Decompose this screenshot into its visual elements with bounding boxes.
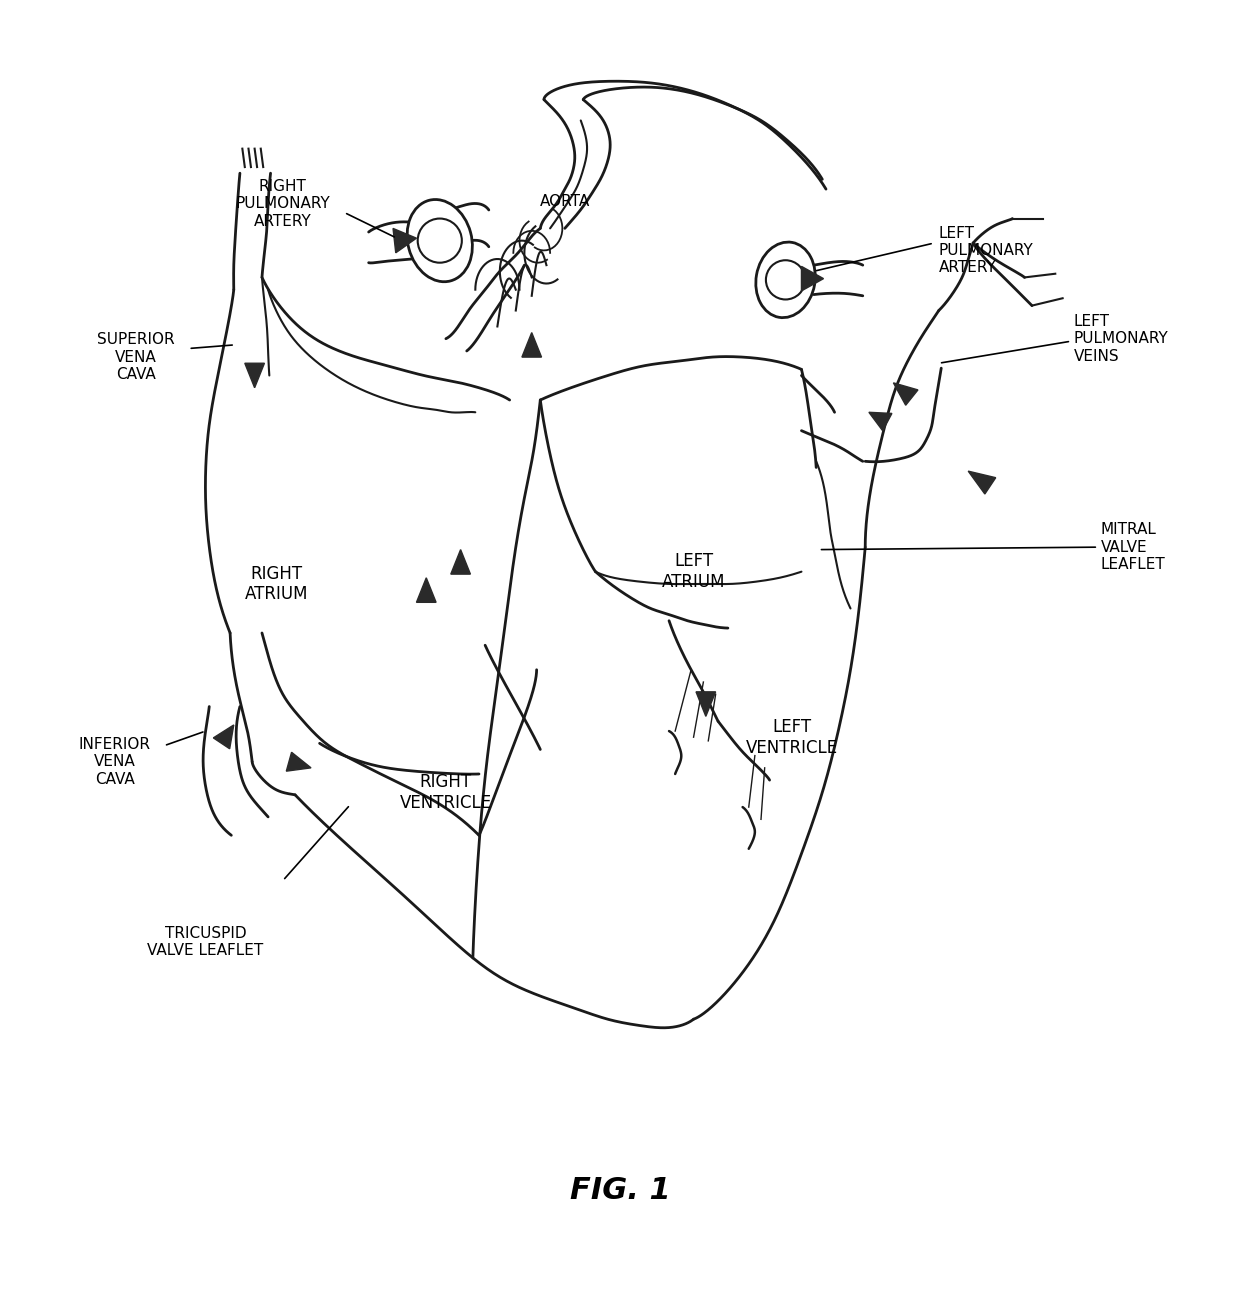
Text: FIG. 1: FIG. 1 [569,1177,671,1206]
Polygon shape [213,725,234,748]
Circle shape [766,260,805,300]
Polygon shape [522,333,542,358]
Text: AORTA: AORTA [539,193,590,209]
Text: SUPERIOR
VENA
CAVA: SUPERIOR VENA CAVA [97,333,175,381]
Polygon shape [869,413,892,431]
Polygon shape [244,363,264,388]
Text: LEFT
ATRIUM: LEFT ATRIUM [662,552,725,590]
Ellipse shape [407,200,472,281]
Polygon shape [393,229,417,252]
Polygon shape [968,471,996,494]
Polygon shape [417,577,436,602]
Text: RIGHT
PULMONARY
ARTERY: RIGHT PULMONARY ARTERY [236,179,330,229]
Text: INFERIOR
VENA
CAVA: INFERIOR VENA CAVA [79,736,151,786]
Text: LEFT
VENTRICLE: LEFT VENTRICLE [745,718,838,756]
Circle shape [418,218,461,263]
Text: RIGHT
VENTRICLE: RIGHT VENTRICLE [399,773,492,811]
Polygon shape [894,383,918,405]
Ellipse shape [756,242,815,318]
Polygon shape [286,752,311,771]
Text: LEFT
PULMONARY
ARTERY: LEFT PULMONARY ARTERY [939,226,1033,275]
Polygon shape [696,692,715,717]
Polygon shape [801,267,823,291]
Text: LEFT
PULMONARY
VEINS: LEFT PULMONARY VEINS [1074,314,1168,364]
Text: MITRAL
VALVE
LEAFLET: MITRAL VALVE LEAFLET [1101,522,1166,572]
Text: TRICUSPID
VALVE LEAFLET: TRICUSPID VALVE LEAFLET [148,926,264,959]
Polygon shape [451,550,470,575]
Text: RIGHT
ATRIUM: RIGHT ATRIUM [246,564,309,604]
